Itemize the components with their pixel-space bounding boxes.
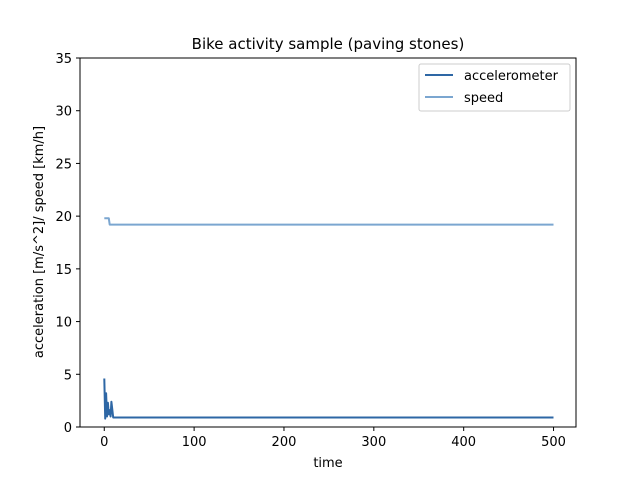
y-tick-label: 10 bbox=[55, 316, 72, 331]
legend-label-speed: speed bbox=[464, 91, 503, 106]
y-tick-label: 30 bbox=[55, 105, 72, 120]
x-tick-label: 500 bbox=[541, 435, 566, 450]
x-tick-label: 400 bbox=[451, 435, 476, 450]
y-tick-label: 5 bbox=[64, 368, 72, 383]
x-axis: 0 100 200 300 400 500 bbox=[100, 427, 566, 450]
x-tick-label: 100 bbox=[182, 435, 207, 450]
y-tick-label: 20 bbox=[55, 210, 72, 225]
x-tick-label: 0 bbox=[100, 435, 108, 450]
legend: accelerometer speed bbox=[418, 63, 571, 112]
x-tick-label: 300 bbox=[361, 435, 386, 450]
series-line-accelerometer bbox=[103, 378, 554, 420]
x-axis-label: time bbox=[313, 456, 342, 471]
series-line-speed bbox=[104, 217, 554, 226]
x-tick-label: 200 bbox=[272, 435, 297, 450]
y-tick-label: 35 bbox=[55, 52, 72, 67]
plot-frame bbox=[79, 57, 577, 428]
y-tick-label: 0 bbox=[64, 421, 72, 436]
y-axis: 0 5 10 15 20 25 30 35 bbox=[55, 52, 80, 436]
legend-frame bbox=[418, 63, 571, 112]
y-tick-label: 15 bbox=[55, 263, 72, 278]
legend-label-accelerometer: accelerometer bbox=[464, 69, 559, 84]
plot-area bbox=[103, 217, 554, 420]
chart-title: Bike activity sample (paving stones) bbox=[192, 35, 465, 53]
y-axis-label: acceleration [m/s^2]/ speed [km/h] bbox=[32, 126, 47, 358]
y-tick-label: 25 bbox=[55, 157, 72, 172]
